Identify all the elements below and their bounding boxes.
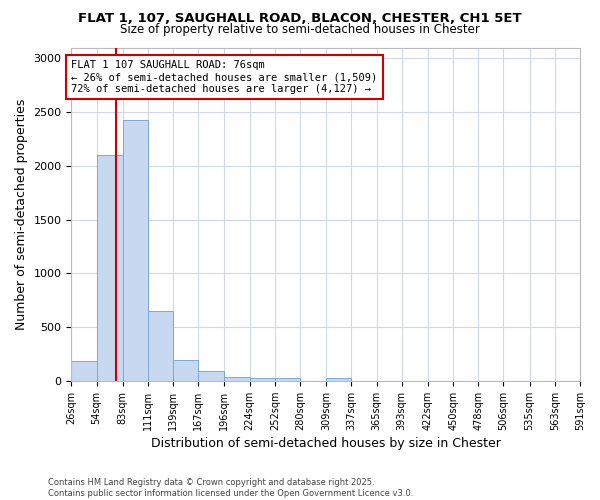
Bar <box>326 378 352 381</box>
Bar <box>71 361 97 381</box>
Bar <box>199 371 224 381</box>
Bar <box>148 311 173 381</box>
X-axis label: Distribution of semi-detached houses by size in Chester: Distribution of semi-detached houses by … <box>151 437 500 450</box>
Bar <box>224 376 250 381</box>
Bar <box>275 378 300 381</box>
Bar <box>97 155 123 381</box>
Text: Size of property relative to semi-detached houses in Chester: Size of property relative to semi-detach… <box>120 22 480 36</box>
Text: Contains HM Land Registry data © Crown copyright and database right 2025.
Contai: Contains HM Land Registry data © Crown c… <box>48 478 413 498</box>
Bar <box>123 120 148 381</box>
Bar <box>173 360 199 381</box>
Text: FLAT 1, 107, SAUGHALL ROAD, BLACON, CHESTER, CH1 5ET: FLAT 1, 107, SAUGHALL ROAD, BLACON, CHES… <box>78 12 522 26</box>
Text: FLAT 1 107 SAUGHALL ROAD: 76sqm
← 26% of semi-detached houses are smaller (1,509: FLAT 1 107 SAUGHALL ROAD: 76sqm ← 26% of… <box>71 60 377 94</box>
Y-axis label: Number of semi-detached properties: Number of semi-detached properties <box>15 98 28 330</box>
Bar <box>250 378 275 381</box>
